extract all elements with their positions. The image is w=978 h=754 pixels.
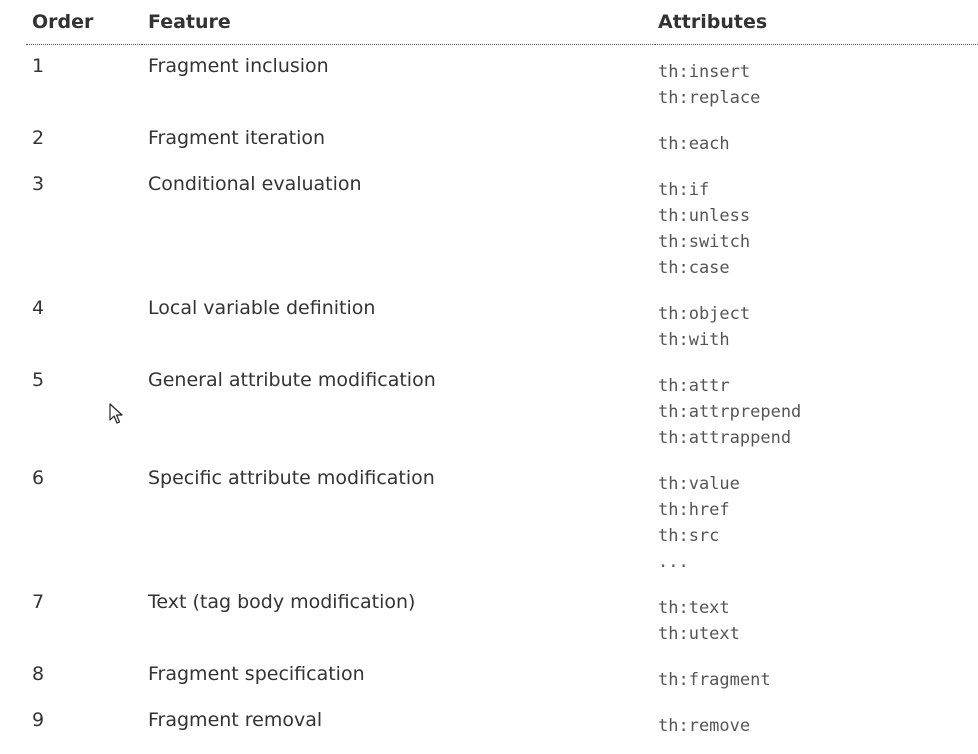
attributes-cell: th:value th:href th:src... bbox=[655, 457, 978, 581]
attribute-list: th:remove bbox=[658, 711, 978, 741]
attribute-precedence-table-container: Order Feature Attributes 1 Fragment inclu… bbox=[26, 0, 978, 745]
attributes-cell: th:insert th:replace bbox=[655, 45, 978, 118]
table-header: Order Feature Attributes bbox=[26, 0, 978, 45]
attributes-cell: th:each bbox=[655, 117, 978, 163]
attribute-code: th:case bbox=[658, 258, 730, 278]
header-feature: Feature bbox=[142, 0, 655, 45]
attribute-list: th:attr th:attrprepend th:attrappend bbox=[658, 371, 978, 453]
table-row: 1 Fragment inclusion th:insert th:replace bbox=[26, 45, 978, 118]
attribute-code: th:switch bbox=[658, 232, 751, 252]
attribute-list: th:value th:href th:src... bbox=[658, 469, 978, 577]
attribute-code: th:attrprepend bbox=[658, 402, 802, 422]
attribute-code: th:remove bbox=[658, 716, 751, 736]
table-row: 8 Fragment specification th:fragment bbox=[26, 653, 978, 699]
attribute-list: th:fragment bbox=[658, 665, 978, 695]
attribute-code: th:if bbox=[658, 180, 710, 200]
order-cell: 9 bbox=[32, 709, 45, 731]
attribute-list: th:object th:with bbox=[658, 299, 978, 355]
attribute-list: th:each bbox=[658, 129, 978, 159]
header-row: Order Feature Attributes bbox=[26, 0, 978, 45]
table-row: 2 Fragment iteration th:each bbox=[26, 117, 978, 163]
feature-cell: Fragment iteration bbox=[148, 127, 326, 149]
attribute-list: th:insert th:replace bbox=[658, 57, 978, 113]
order-cell: 3 bbox=[32, 173, 45, 195]
attribute-code: th:value bbox=[658, 474, 740, 494]
table-row: 9 Fragment removal th:remove bbox=[26, 699, 978, 745]
attribute-code: th:replace bbox=[658, 88, 761, 108]
attributes-cell: th:fragment bbox=[655, 653, 978, 699]
attribute-code: ... bbox=[658, 552, 689, 572]
header-order: Order bbox=[26, 0, 142, 45]
attribute-code: th:utext bbox=[658, 624, 740, 644]
table-row: 6 Specific attribute modification th:value… bbox=[26, 457, 978, 581]
attribute-precedence-table: Order Feature Attributes 1 Fragment inclu… bbox=[26, 0, 978, 745]
attribute-code: th:text bbox=[658, 598, 730, 618]
feature-cell: Fragment specification bbox=[148, 663, 365, 685]
table-row: 5 General attribute modification th:attr th… bbox=[26, 359, 978, 457]
order-cell: 7 bbox=[32, 591, 45, 613]
attributes-cell: th:object th:with bbox=[655, 287, 978, 359]
order-cell: 4 bbox=[32, 297, 45, 319]
order-cell: 6 bbox=[32, 467, 45, 489]
attribute-code: th:unless bbox=[658, 206, 751, 226]
order-cell: 5 bbox=[32, 369, 45, 391]
attribute-code: th:src bbox=[658, 526, 720, 546]
feature-cell: Text (tag body modification) bbox=[148, 591, 416, 613]
feature-cell: General attribute modification bbox=[148, 369, 436, 391]
attributes-cell: th:text th:utext bbox=[655, 581, 978, 653]
attribute-list: th:if th:unless th:switch th:case bbox=[658, 175, 978, 283]
mouse-pointer-icon bbox=[109, 403, 123, 424]
table-body: 1 Fragment inclusion th:insert th:replace 2 F… bbox=[26, 45, 978, 746]
feature-cell: Conditional evaluation bbox=[148, 173, 362, 195]
attribute-code: th:insert bbox=[658, 62, 751, 82]
order-cell: 2 bbox=[32, 127, 45, 149]
table-row: 7 Text (tag body modification) th:text th:u… bbox=[26, 581, 978, 653]
attribute-code: th:each bbox=[658, 134, 730, 154]
attributes-cell: th:remove bbox=[655, 699, 978, 745]
order-cell: 1 bbox=[32, 55, 45, 77]
table-row: 3 Conditional evaluation th:if th:unless th:… bbox=[26, 163, 978, 287]
feature-cell: Local variable definition bbox=[148, 297, 376, 319]
attribute-code: th:fragment bbox=[658, 670, 771, 690]
feature-cell: Fragment inclusion bbox=[148, 55, 329, 77]
header-attributes: Attributes bbox=[655, 0, 978, 45]
order-cell: 8 bbox=[32, 663, 45, 685]
attributes-cell: th:if th:unless th:switch th:case bbox=[655, 163, 978, 287]
feature-cell: Specific attribute modification bbox=[148, 467, 435, 489]
attribute-code: th:attrappend bbox=[658, 428, 792, 448]
feature-cell: Fragment removal bbox=[148, 709, 323, 731]
table-row: 4 Local variable definition th:object th:wi… bbox=[26, 287, 978, 359]
attribute-code: th:attr bbox=[658, 376, 730, 396]
attribute-list: th:text th:utext bbox=[658, 593, 978, 649]
attribute-code: th:with bbox=[658, 330, 730, 350]
attribute-code: th:object bbox=[658, 304, 751, 324]
attribute-code: th:href bbox=[658, 500, 730, 520]
attributes-cell: th:attr th:attrprepend th:attrappend bbox=[655, 359, 978, 457]
